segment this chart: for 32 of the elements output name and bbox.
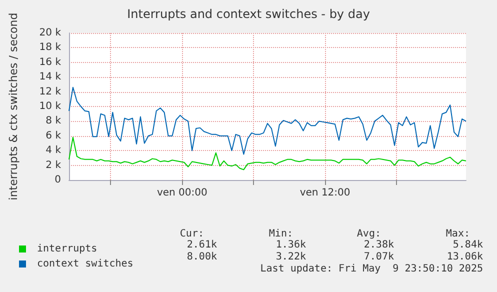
text: Avg: [356, 228, 381, 240]
chart-title: Interrupts and context switches - by day [127, 7, 370, 21]
x-tick-label: ven 12:00 [300, 188, 350, 198]
line-series [68, 86, 466, 155]
text: 7.07k [364, 252, 394, 262]
y-tick-label: 12 k [39, 86, 62, 98]
y-tick-label: 4 k [46, 145, 62, 156]
text: 5.84k [452, 240, 483, 250]
text: 2.61k [186, 240, 217, 250]
y-tick-label: 18 k [39, 42, 62, 54]
y-tick-label: 6 k [46, 130, 62, 142]
text: Last update: Fri May 9 23:50:10 2025 [260, 264, 483, 274]
y-tick-label: 20 k [39, 28, 62, 38]
y-axis-title: interrupts & ctx switches / second [7, 12, 20, 200]
y-tick-label: 16 k [39, 56, 62, 68]
text: 8.00k [186, 252, 217, 262]
legend-label: context switches [37, 258, 134, 270]
line-series [68, 136, 466, 170]
y-tick-label: 14 k [39, 72, 62, 83]
legend-label: interrupts [37, 244, 98, 254]
text: Cur: [180, 228, 204, 240]
y-tick-label: 0 [54, 174, 61, 186]
y-tick-label: 10 k [39, 101, 62, 112]
text: 13.06k [446, 252, 483, 262]
text: 1.36k [276, 240, 306, 250]
x-tick-label: ven 00:00 [156, 188, 208, 198]
text: Max: [446, 228, 470, 240]
y-tick-label: 2 k [46, 160, 62, 171]
y-tick-label: 8 k [46, 116, 62, 127]
text: 2.38k [364, 240, 394, 250]
text: 3.22k [276, 252, 306, 262]
text: Min: [268, 228, 293, 240]
